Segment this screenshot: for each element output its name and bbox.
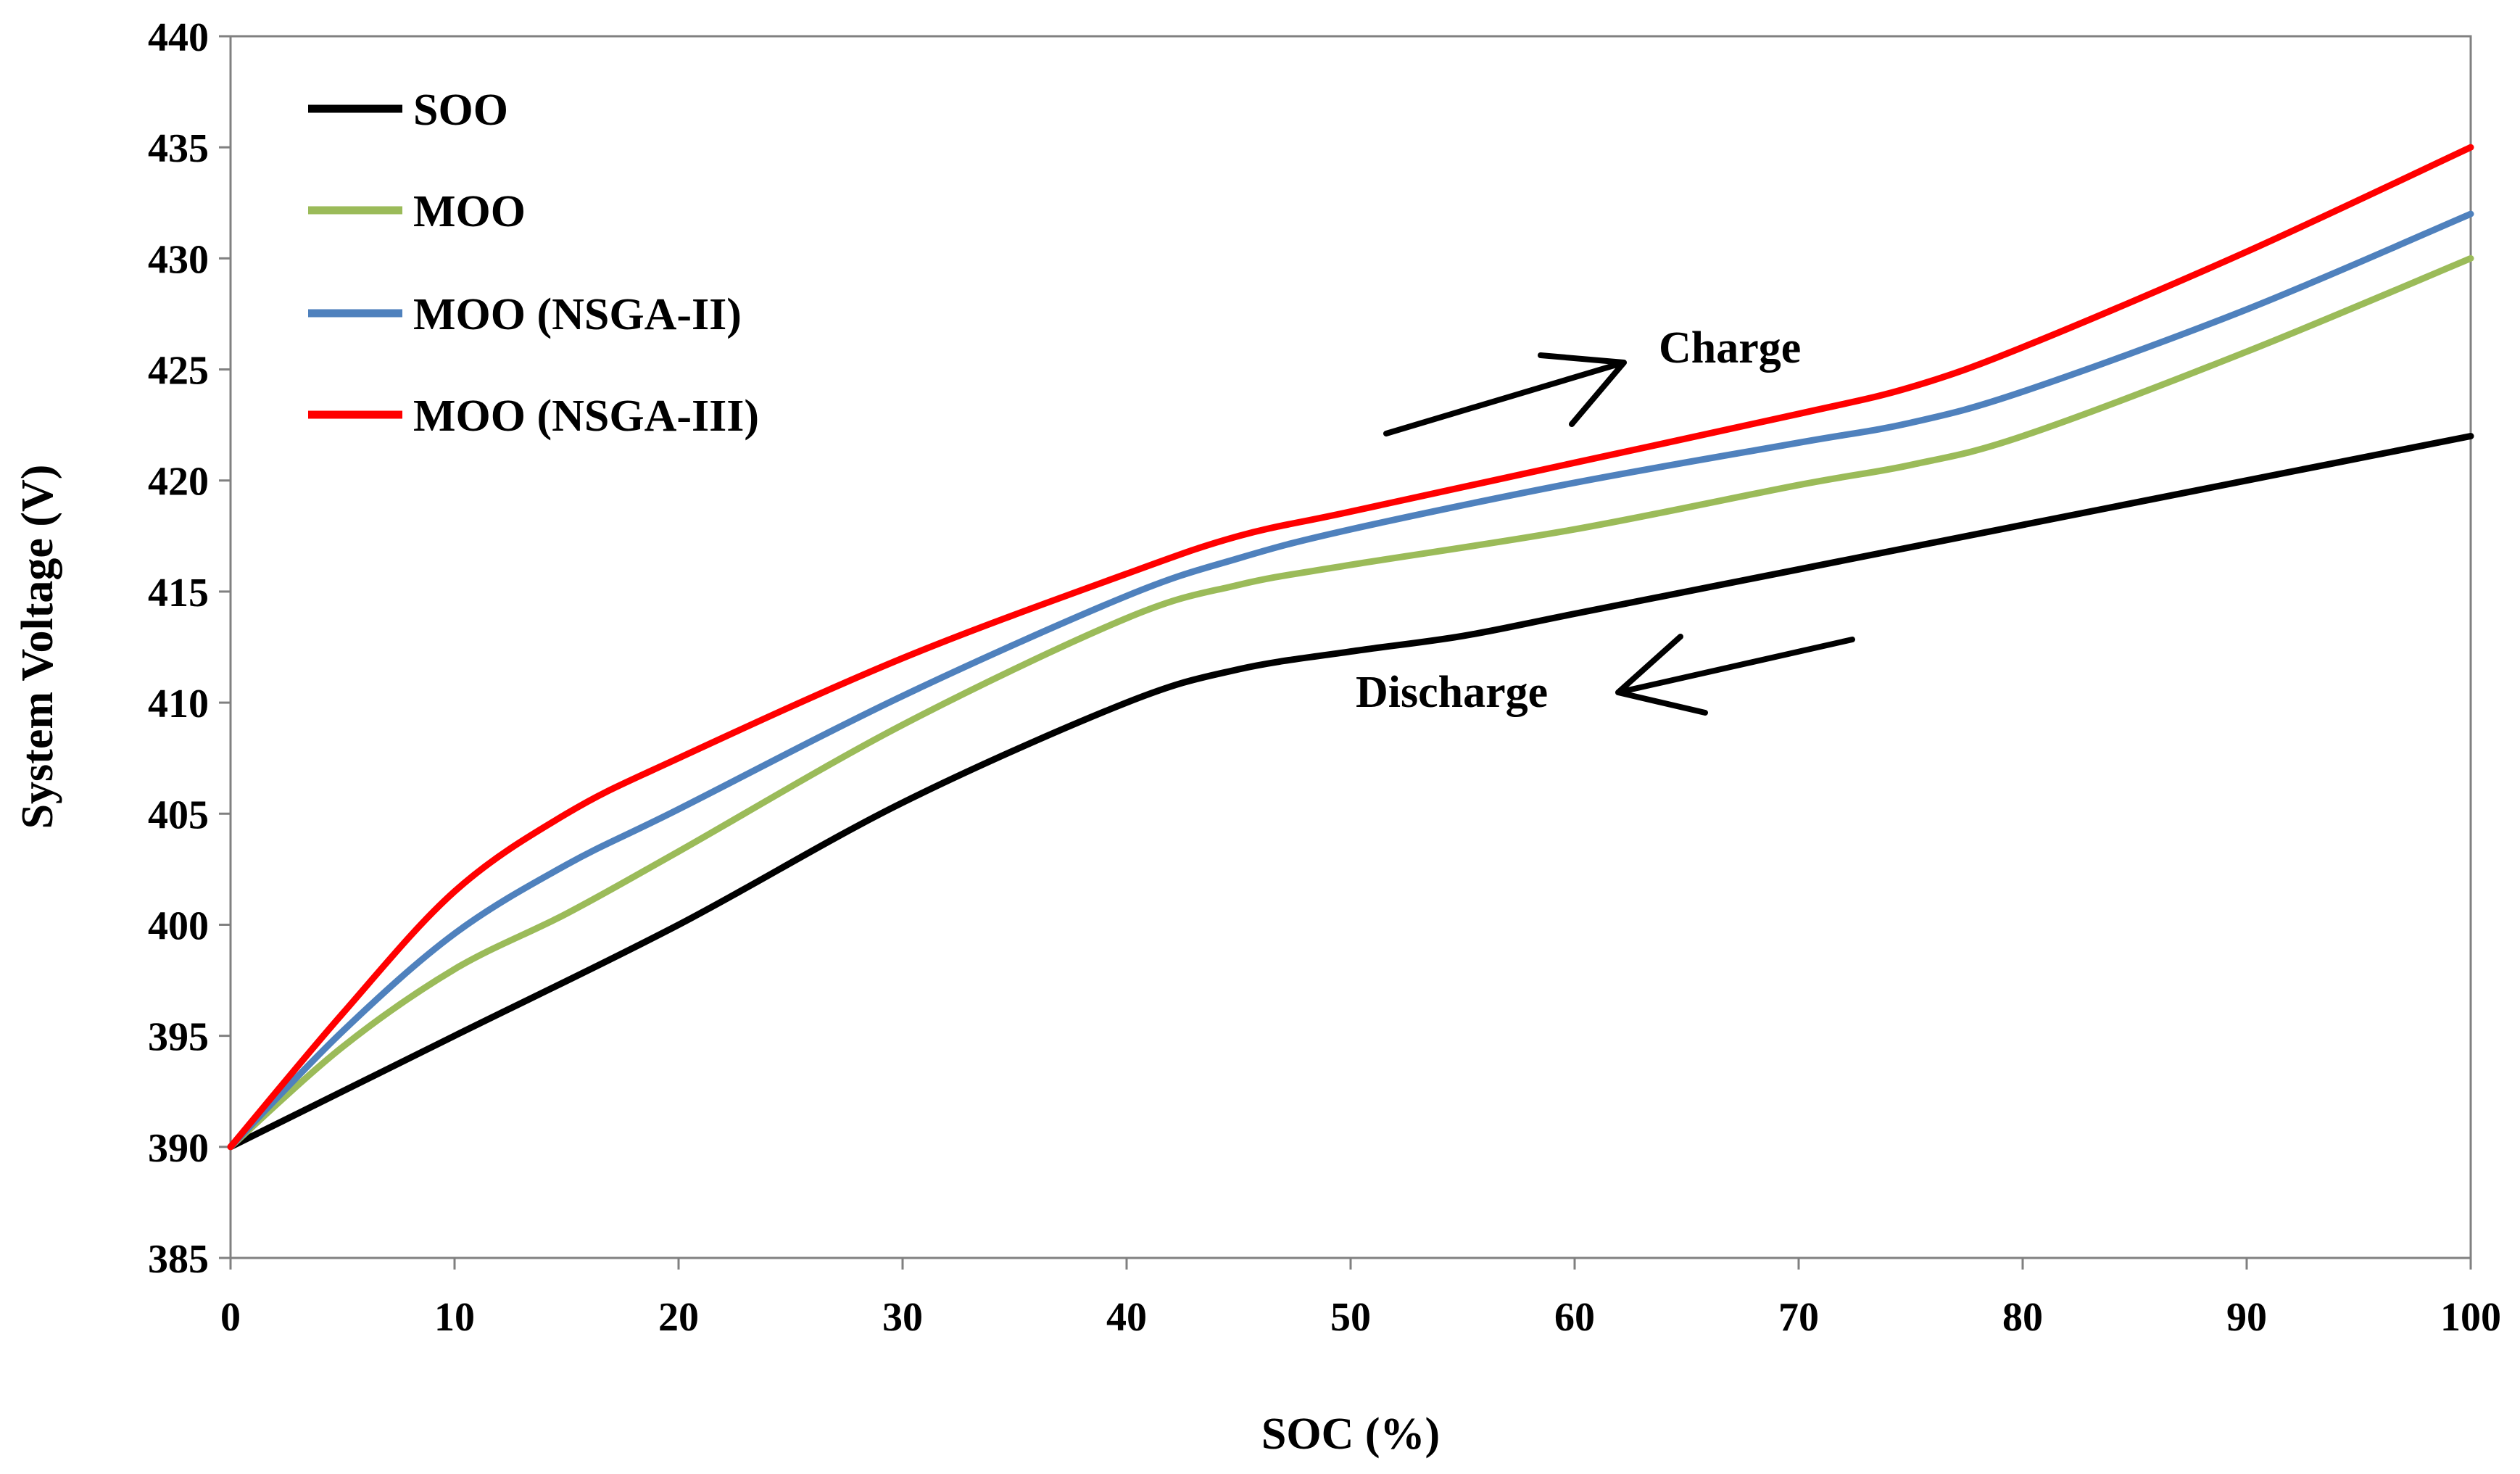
charge-label: Charge <box>1659 323 1801 373</box>
series-lines <box>227 144 2474 1151</box>
y-tick-label: 415 <box>148 571 209 616</box>
x-tick-label: 90 <box>2226 1295 2267 1340</box>
y-tick-label: 385 <box>148 1237 209 1282</box>
y-tick-label: 410 <box>148 682 209 726</box>
discharge-annotation: Discharge <box>1356 634 1855 717</box>
y-tick-label: 425 <box>148 349 209 394</box>
y-tick-label: 395 <box>148 1015 209 1060</box>
x-tick-label: 70 <box>1778 1295 1819 1340</box>
x-tick-label: 50 <box>1330 1295 1371 1340</box>
legend-label-nsga2: MOO (NSGA-II) <box>413 290 742 339</box>
series-line-nsga3 <box>227 144 2474 1151</box>
x-tick-label: 100 <box>2440 1295 2501 1340</box>
x-tick-label: 20 <box>658 1295 699 1340</box>
legend-label-moo: MOO <box>413 187 526 236</box>
y-axis-title: System Voltage (V) <box>13 465 62 829</box>
x-tick-label: 30 <box>882 1295 923 1340</box>
discharge-label: Discharge <box>1356 668 1548 717</box>
legend-label-nsga3: MOO (NSGA-III) <box>413 392 759 441</box>
x-tick-label: 40 <box>1106 1295 1147 1340</box>
series-line-moo <box>227 254 2474 1151</box>
x-tick-label: 0 <box>220 1295 241 1340</box>
y-tick-label: 390 <box>148 1126 209 1171</box>
charge-arrow <box>1383 352 1627 436</box>
x-tick-label: 60 <box>1554 1295 1595 1340</box>
y-tick-label: 400 <box>148 903 209 948</box>
discharge-arrow <box>1615 634 1855 716</box>
legend: SOO MOO MOO (NSGA-II) MOO (NSGA-III) <box>308 86 759 441</box>
y-tick-label: 420 <box>148 460 209 505</box>
x-tick-label: 10 <box>434 1295 475 1340</box>
x-tick-label: 80 <box>2002 1295 2043 1340</box>
series-line-nsga2 <box>227 210 2474 1151</box>
plot-area <box>229 35 2472 1259</box>
y-tick-label: 440 <box>148 15 209 60</box>
x-axis-title: SOC (%) <box>1261 1409 1440 1459</box>
y-tick-label: 405 <box>148 792 209 837</box>
y-tick-label: 435 <box>148 126 209 171</box>
legend-label-soo: SOO <box>413 86 508 135</box>
series-line-soo <box>227 433 2474 1151</box>
axis-ticks: 0 10 20 30 40 50 60 70 80 90 100 385 390 395 400 405 410… <box>148 15 2501 1340</box>
charge-annotation: Charge <box>1383 323 1801 436</box>
y-tick-label: 430 <box>148 237 209 282</box>
